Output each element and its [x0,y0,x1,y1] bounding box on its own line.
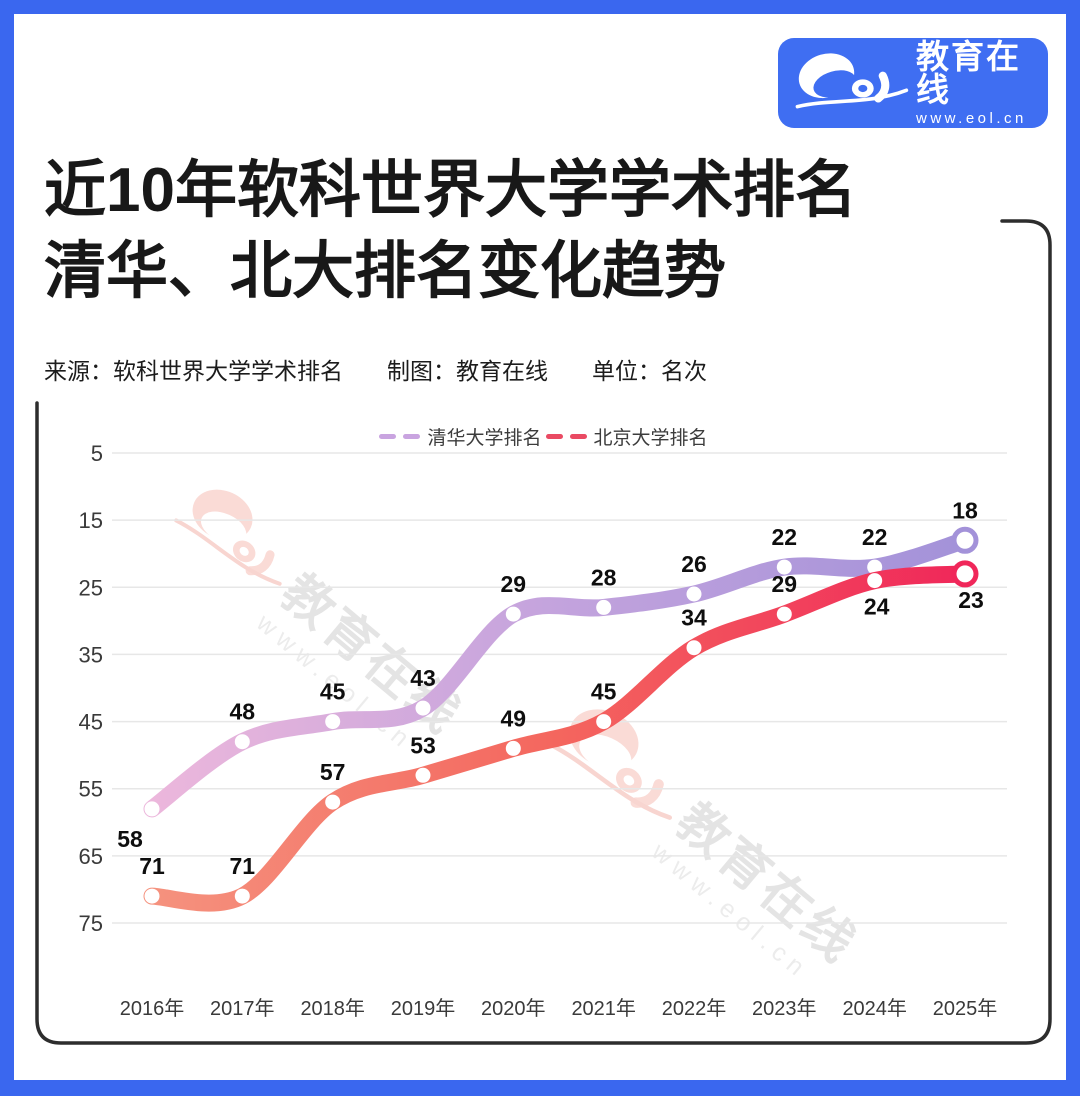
data-point-marker [234,888,250,904]
page-title: 近10年软科世界大学学术排名 清华、北大排名变化趋势 [44,150,1004,312]
end-point-marker [951,560,979,588]
y-tick-label: 55 [79,777,103,802]
x-axis-label: 2020年 [481,997,546,1020]
legend-item-tsinghua: 清华大学排名 [379,423,542,450]
x-axis-label: 2023年 [752,997,817,1020]
x-axis-label: 2018年 [300,997,365,1020]
y-tick-label: 35 [79,642,103,667]
data-label: 29 [501,571,527,597]
data-point-marker [505,740,521,756]
y-tick-label: 75 [79,911,103,936]
data-point-marker [415,767,431,783]
page-title-line2: 清华、北大排名变化趋势 [44,237,727,306]
data-label: 24 [864,594,890,620]
x-axis-label: 2016年 [120,997,185,1020]
legend-dash-icon [403,434,421,439]
data-label: 26 [681,551,707,577]
x-axis-label: 2017年 [210,997,275,1020]
legend-dash-icon [545,434,563,439]
data-label: 28 [591,564,617,590]
legend-dash-icon [569,434,587,439]
data-point-marker [325,714,341,730]
data-point-marker [505,606,521,622]
data-point-marker [686,586,702,602]
legend-label: 清华大学排名 [427,428,542,449]
data-label: 49 [501,705,527,731]
eol-logo-icon [795,53,909,109]
x-axis-label: 2022年 [662,997,727,1020]
brand-url: www.eol.cn [916,110,1027,127]
page-title-line1: 近10年软科世界大学学术排名 [44,156,857,225]
data-label: 18 [952,497,978,523]
data-label: 45 [591,679,617,705]
data-label: 48 [230,699,256,725]
data-label: 34 [681,605,707,631]
legend-label: 北京大学排名 [593,428,708,449]
legend-dash-icon [379,434,397,439]
data-point-marker [867,573,883,589]
meta-source: 来源：软科世界大学学术排名 [44,358,343,384]
y-tick-label: 45 [79,710,103,735]
data-label: 43 [410,665,436,691]
data-label: 71 [139,853,165,879]
data-label: 53 [410,732,436,758]
data-point-marker [776,606,792,622]
legend-item-peking: 北京大学排名 [545,423,708,450]
data-label: 45 [320,679,346,705]
y-tick-label: 65 [79,844,103,869]
meta-unit: 单位：名次 [592,358,707,384]
data-point-marker [596,714,612,730]
brand-text: 教育在线 www.eol.cn [916,40,1034,126]
y-tick-label: 15 [79,508,103,533]
eol-logo-badge: 教育在线 www.eol.cn [778,38,1048,128]
data-point-marker [144,801,160,817]
data-point-marker [234,734,250,750]
data-label: 23 [958,587,984,613]
data-label: 22 [772,524,798,550]
infographic-card: 教育在线 www.eol.cn 近10年软科世界大学学术排名 清华、北大排名变化… [14,14,1066,1080]
data-point-marker [686,640,702,656]
data-point-marker [596,599,612,615]
data-label: 71 [230,853,256,879]
data-point-marker [325,794,341,810]
x-axis-label: 2021年 [571,997,636,1020]
y-tick-label: 25 [79,575,103,600]
meta-row: 来源：软科世界大学学术排名 制图：教育在线 单位：名次 [44,352,707,386]
data-point-marker [144,888,160,904]
x-axis-label: 2024年 [842,997,907,1020]
end-point-marker [951,526,979,554]
meta-author: 制图：教育在线 [387,358,548,384]
data-label: 22 [862,524,888,550]
data-label: 57 [320,759,346,785]
series-line-0 [143,531,974,818]
x-axis-label: 2019年 [391,997,456,1020]
chart-panel: 清华大学排名 北京大学排名 5 15 25 35 45 55 65 75 2016年 2017年 2… [37,403,1050,1050]
data-point-marker [415,700,431,716]
data-label: 58 [117,826,143,852]
chart-legend: 清华大学排名 北京大学排名 [37,423,1050,450]
data-label: 29 [772,571,798,597]
x-axis-label: 2025年 [933,997,998,1020]
brand-name: 教育在线 [916,38,1021,108]
